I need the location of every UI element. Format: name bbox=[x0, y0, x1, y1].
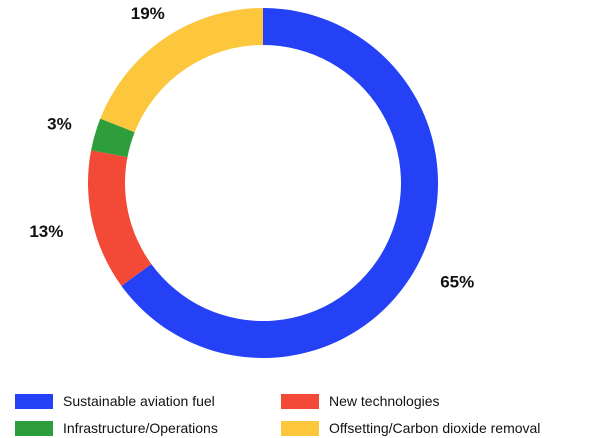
donut-slices bbox=[88, 7, 439, 358]
slice-label-offsetting-carbon-dioxide-removal: 19% bbox=[131, 4, 165, 23]
slice-infrastructure-operations bbox=[91, 118, 135, 158]
slice-label-new-technologies: 13% bbox=[29, 222, 63, 241]
slice-new-technologies bbox=[88, 150, 152, 286]
slice-label-sustainable-aviation-fuel: 65% bbox=[440, 272, 474, 291]
slice-labels: 65% 13% 3% 19% bbox=[29, 4, 474, 292]
slice-offsetting-carbon-dioxide-removal bbox=[100, 7, 263, 133]
slice-label-infrastructure-operations: 3% bbox=[47, 114, 72, 133]
